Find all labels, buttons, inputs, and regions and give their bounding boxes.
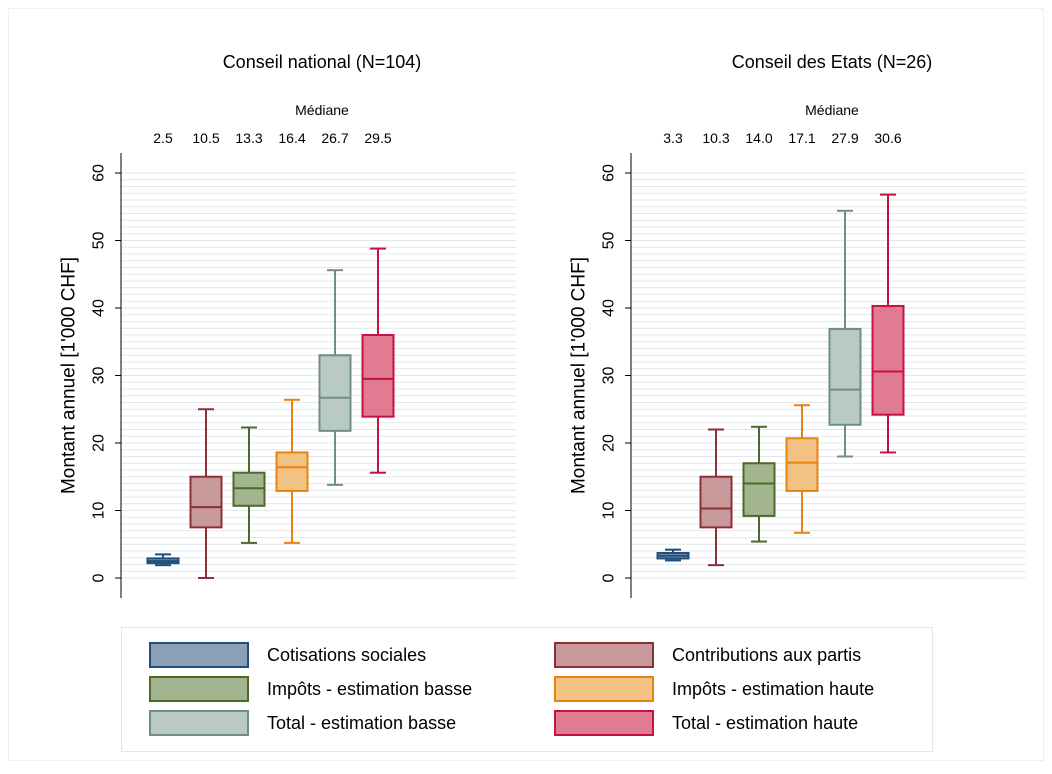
chart-panel-1: 0 10 20 30 40 50 60 Montant annuel [1'000 CHF] C… xyxy=(59,52,516,598)
legend-item: Contributions aux partis xyxy=(554,642,861,668)
y-axis-label: Montant annuel [1'000 CHF] xyxy=(59,257,80,494)
legend-item: Total - estimation haute xyxy=(554,710,858,736)
box-iqr xyxy=(189,475,223,529)
gridlines xyxy=(121,172,516,579)
box-5: 27.9 xyxy=(828,130,862,458)
median-value-label: 10.5 xyxy=(192,130,219,146)
median-value-label: 16.4 xyxy=(278,130,305,146)
median-value-label: 14.0 xyxy=(745,130,772,146)
legend-swatch xyxy=(554,710,654,736)
legend-item: Impôts - estimation basse xyxy=(149,676,472,702)
box-iqr xyxy=(828,327,862,426)
box-1: 3.3 xyxy=(656,130,690,562)
box-5: 26.7 xyxy=(318,130,352,486)
chart-panel-2: 0 10 20 30 40 50 60 Montant annuel [1'000 CHF] C… xyxy=(569,52,1026,598)
legend-label: Total - estimation basse xyxy=(267,713,456,733)
y-tick-label: 10 xyxy=(91,502,108,520)
box-6: 29.5 xyxy=(361,130,395,474)
y-tick-label: 30 xyxy=(91,367,108,385)
median-header: Médiane xyxy=(805,102,859,118)
box-2: 10.5 xyxy=(189,130,223,579)
legend-frame xyxy=(121,627,933,752)
box-iqr xyxy=(318,354,352,432)
panel-title: Conseil des Etats (N=26) xyxy=(732,52,933,72)
y-tick-label: 20 xyxy=(91,434,108,452)
box-3: 13.3 xyxy=(232,130,266,544)
legend: Cotisations sociales Contributions aux pa… xyxy=(121,627,933,752)
median-value-label: 30.6 xyxy=(874,130,901,146)
median-value-label: 27.9 xyxy=(831,130,858,146)
legend-swatch xyxy=(554,676,654,702)
legend-label: Cotisations sociales xyxy=(267,645,426,665)
y-tick-label: 60 xyxy=(601,164,618,182)
y-tick-label: 0 xyxy=(91,573,108,582)
box-iqr xyxy=(232,471,266,507)
y-tick-label: 10 xyxy=(601,502,618,520)
y-tick-label: 50 xyxy=(91,232,108,250)
legend-swatch xyxy=(149,710,249,736)
y-tick-label: 0 xyxy=(601,573,618,582)
median-value-label: 3.3 xyxy=(663,130,683,146)
legend-swatch xyxy=(149,676,249,702)
legend-label: Impôts - estimation haute xyxy=(672,679,874,699)
y-tick-label: 40 xyxy=(601,299,618,317)
box-4: 17.1 xyxy=(785,130,819,534)
y-tick-label: 60 xyxy=(91,164,108,182)
box-iqr xyxy=(361,334,395,418)
y-axis-label: Montant annuel [1'000 CHF] xyxy=(569,257,590,494)
median-value-label: 17.1 xyxy=(788,130,815,146)
box-iqr xyxy=(742,462,776,517)
box-2: 10.3 xyxy=(699,130,733,567)
y-tick-label: 50 xyxy=(601,232,618,250)
median-value-label: 26.7 xyxy=(321,130,348,146)
legend-item: Cotisations sociales xyxy=(149,642,426,668)
box-6: 30.6 xyxy=(871,130,905,454)
legend-swatch xyxy=(149,642,249,668)
y-tick-label: 40 xyxy=(91,299,108,317)
legend-label: Impôts - estimation basse xyxy=(267,679,472,699)
legend-label: Contributions aux partis xyxy=(672,645,861,665)
box-4: 16.4 xyxy=(275,130,309,544)
box-iqr xyxy=(699,475,733,529)
median-value-label: 10.3 xyxy=(702,130,729,146)
box-iqr xyxy=(871,304,905,416)
figure-frame xyxy=(8,8,1044,761)
legend-item: Impôts - estimation haute xyxy=(554,676,874,702)
y-tick-label: 30 xyxy=(601,367,618,385)
median-value-label: 29.5 xyxy=(364,130,391,146)
box-3: 14.0 xyxy=(742,130,776,543)
median-value-label: 13.3 xyxy=(235,130,262,146)
y-tick-label: 20 xyxy=(601,434,618,452)
median-value-label: 2.5 xyxy=(153,130,173,146)
legend-item: Total - estimation basse xyxy=(149,710,456,736)
panel-title: Conseil national (N=104) xyxy=(223,52,422,72)
median-header: Médiane xyxy=(295,102,349,118)
legend-swatch xyxy=(554,642,654,668)
box-iqr xyxy=(275,451,309,492)
box-1: 2.5 xyxy=(146,130,180,567)
legend-label: Total - estimation haute xyxy=(672,713,858,733)
box-iqr xyxy=(785,437,819,492)
